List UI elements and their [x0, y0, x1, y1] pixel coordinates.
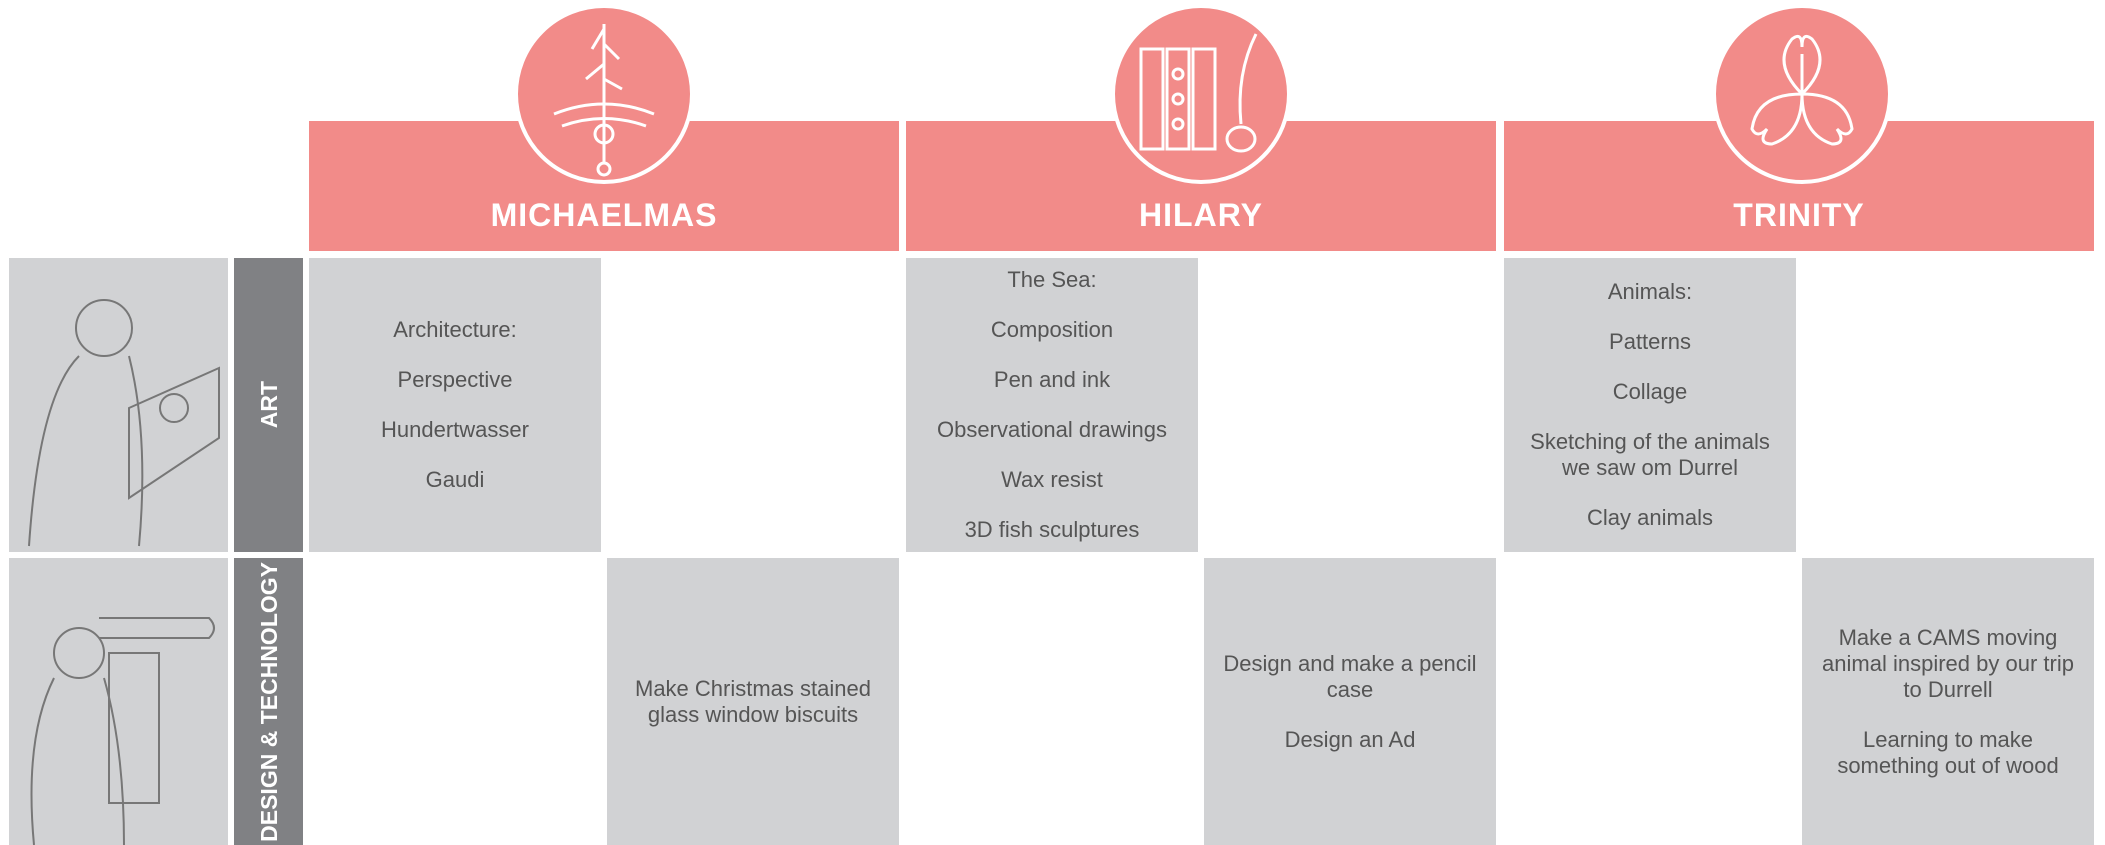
topic: Make Christmas stained glass window bisc…	[635, 675, 871, 727]
term-icon	[1712, 4, 1892, 184]
timetable-cell: Make Christmas stained glass window bisc…	[607, 558, 899, 845]
timetable-cell: Architecture: Perspective Hundertwasser Gau…	[309, 258, 601, 552]
topic: Patterns	[1609, 329, 1691, 354]
timetable-cell	[309, 558, 601, 845]
topic: Clay animals	[1587, 505, 1713, 530]
subject-illustration	[9, 258, 228, 552]
subject-illustration	[9, 558, 228, 845]
topic: Collage	[1612, 379, 1688, 404]
term-title: TRINITY	[1733, 197, 1865, 233]
subject-label: ART	[234, 258, 303, 552]
topic: Sketching of the animals we saw om Durre…	[1530, 429, 1770, 480]
timetable-cell: The Sea: Composition Pen and ink Observatio…	[906, 258, 1198, 552]
topic: Pen and ink	[993, 367, 1111, 392]
subject-label: DESIGN & TECHNOLOGY	[234, 558, 303, 845]
term-icon	[514, 4, 694, 184]
topic: Animals:	[1607, 279, 1693, 304]
timetable-cell: Animals: Patterns Collage Sketching of the …	[1504, 258, 1796, 552]
topic: Hundertwasser	[381, 417, 529, 442]
topic: Design and make a pencil case	[1223, 650, 1477, 702]
topic: Perspective	[397, 367, 513, 392]
topic: Observational drawings	[937, 417, 1167, 442]
topic: Design an Ad	[1284, 726, 1416, 752]
figure	[30, 617, 215, 845]
timetable-cell	[1802, 258, 2094, 552]
timetable-cell: Make a CAMS moving animal inspired by ou…	[1802, 558, 2094, 845]
topic: 3D fish sculptures	[964, 517, 1140, 542]
term-icon	[1111, 4, 1291, 184]
topic: Make a CAMS moving animal inspired by ou…	[1822, 624, 2074, 702]
topic: Learning to make something out of wood	[1837, 726, 2059, 778]
timetable-cell	[1204, 258, 1496, 552]
term-title: MICHAELMAS	[490, 197, 718, 233]
timetable-cell	[1504, 558, 1796, 845]
topic: Composition	[990, 317, 1114, 342]
topic: Architecture:	[393, 317, 517, 342]
timetable-cell: Design and make a pencil case Design an A…	[1204, 558, 1496, 845]
figure	[28, 299, 220, 547]
timetable-cell	[906, 558, 1198, 845]
topic: The Sea:	[1007, 267, 1097, 292]
topic: Gaudi	[425, 467, 485, 492]
topic: Wax resist	[1001, 467, 1103, 492]
term-title: HILARY	[1139, 197, 1263, 233]
timetable-cell	[607, 258, 899, 552]
subject-name: ART	[255, 381, 282, 429]
subject-name: DESIGN & TECHNOLOGY	[255, 561, 282, 842]
